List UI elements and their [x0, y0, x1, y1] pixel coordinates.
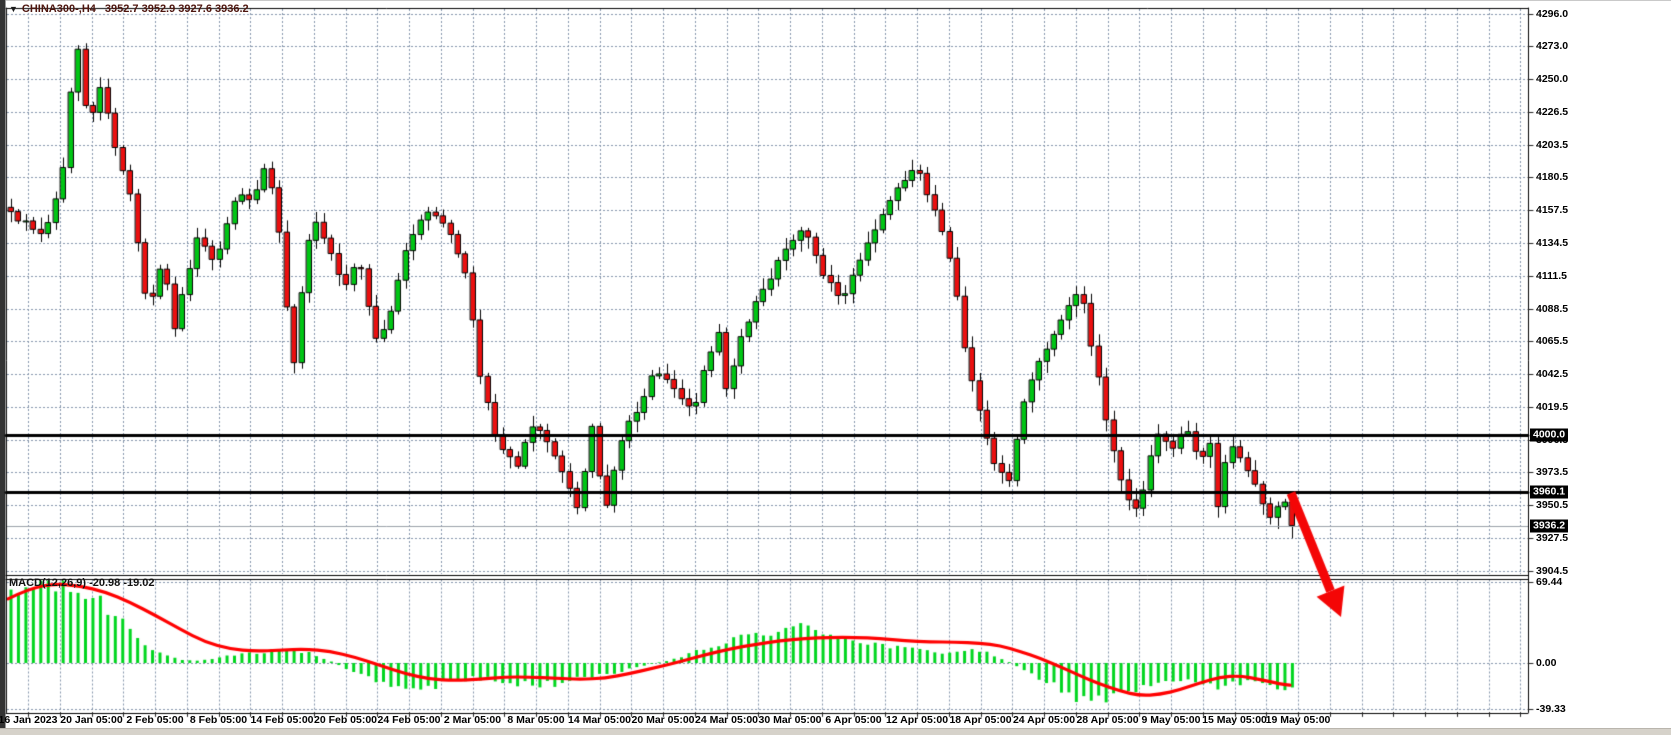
price-level-badge: 3960.1	[1530, 485, 1569, 498]
price-tick-label: 3927.5	[1536, 531, 1569, 544]
price-tick-label: 4250.0	[1536, 73, 1569, 86]
time-axis-label: 19 May 05:00	[1265, 714, 1331, 726]
time-axis-label: 24 Apr 05:00	[1012, 714, 1076, 726]
time-axis-label: 2 Feb 05:00	[126, 714, 184, 726]
macd-tick-label: 69.44	[1536, 575, 1563, 588]
time-axis-label: 2 Mar 05:00	[443, 714, 502, 726]
time-axis-label: 20 Feb 05:00	[313, 714, 378, 726]
time-axis-label: 16 Jan 2023	[0, 714, 58, 726]
symbol-ohlc-line: ▼ CHINA300-,H4 3952.7 3952.9 3927.6 3936.2	[9, 3, 249, 15]
time-axis-label: 30 Mar 05:00	[758, 714, 822, 726]
time-axis-label: 6 Apr 05:00	[825, 714, 882, 726]
time-axis-label: 20 Mar 05:00	[631, 714, 695, 726]
price-tick-label: 3950.5	[1536, 499, 1569, 512]
macd-tick-label: 0.00	[1536, 657, 1557, 669]
time-axis-label: 15 May 05:00	[1202, 714, 1267, 726]
time-axis-label: 24 Mar 05:00	[694, 714, 759, 726]
price-level-badge: 3936.2	[1530, 519, 1569, 533]
price-tick-label: 4111.5	[1536, 269, 1567, 282]
time-axis-label: 9 May 05:00	[1141, 714, 1201, 726]
time-axis-label: 8 Mar 05:00	[507, 714, 565, 726]
price-tick-label: 3973.5	[1536, 466, 1569, 479]
time-axis-label: 20 Jan 05:00	[60, 714, 123, 726]
collapse-panel-triangle-icon[interactable]: ▼	[9, 4, 18, 14]
price-tick-label: 4226.5	[1536, 105, 1569, 118]
time-axis-label: 24 Feb 05:00	[377, 714, 441, 726]
time-axis-label: 8 Feb 05:00	[189, 714, 248, 726]
price-tick-label: 4157.5	[1536, 204, 1569, 217]
macd-tick-label: -39.33	[1536, 702, 1566, 715]
time-axis-label: 14 Feb 05:00	[250, 714, 314, 726]
ohlc-values: 3952.7 3952.9 3927.6 3936.2	[104, 3, 249, 15]
time-axis-label: 12 Apr 05:00	[885, 714, 949, 726]
price-tick-label: 3904.5	[1536, 564, 1569, 577]
price-tick-label: 4019.5	[1536, 400, 1569, 413]
price-tick-label: 4088.5	[1536, 302, 1569, 315]
symbol-period-label: CHINA300-,H4	[21, 3, 96, 15]
price-tick-label: 4134.5	[1536, 236, 1569, 249]
price-tick-label: 4273.0	[1536, 40, 1569, 53]
price-tick-label: 4042.5	[1536, 368, 1569, 381]
price-tick-label: 4065.5	[1536, 335, 1569, 348]
time-axis-label: 14 Mar 05:00	[567, 714, 632, 726]
price-tick-label: 4203.5	[1536, 138, 1569, 151]
macd-indicator-label: MACD(12,26,9) -20.98 -19.02	[9, 577, 155, 589]
price-tick-label: 4296.0	[1536, 7, 1569, 20]
time-axis-label: 28 Apr 05:00	[1076, 714, 1139, 726]
price-tick-label: 4180.5	[1536, 171, 1569, 184]
price-level-badge: 4000.0	[1530, 428, 1569, 442]
time-axis-label: 18 Apr 05:00	[949, 714, 1012, 726]
